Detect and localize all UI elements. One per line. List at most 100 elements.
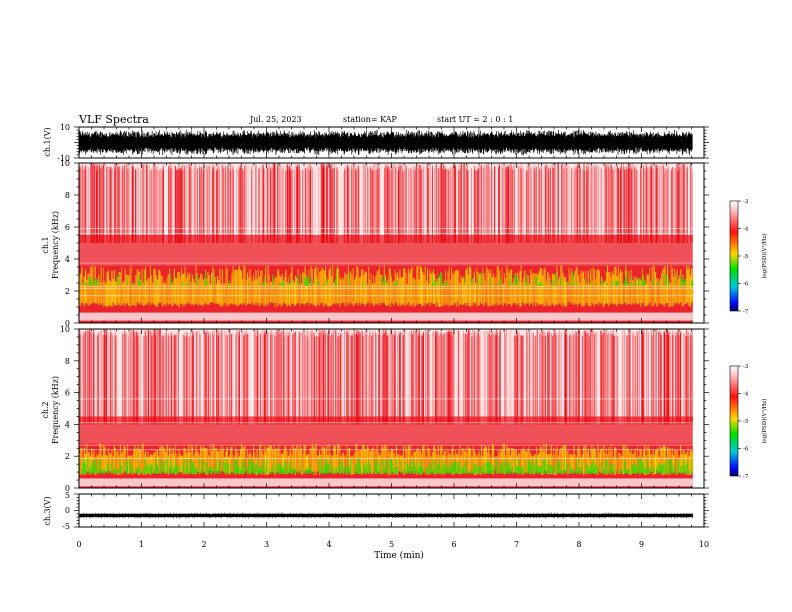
spectrogram-streak <box>408 167 409 243</box>
spectrogram-streak <box>598 165 600 243</box>
spectrogram-streak <box>400 331 401 425</box>
spectrogram-streak <box>413 329 415 425</box>
spectrogram-streak <box>507 167 509 243</box>
spectrogram-band <box>565 276 567 306</box>
spectrogram-streak <box>479 333 481 425</box>
spectrogram-streak <box>490 335 492 425</box>
spectrogram-band <box>383 444 385 471</box>
spectrogram-streak <box>470 332 472 425</box>
spectrogram-streak <box>236 329 238 425</box>
spectrogram-streak <box>566 336 568 425</box>
spectrogram-streak <box>384 332 386 425</box>
spectrogram-green <box>172 469 174 474</box>
spectrogram-streak <box>289 167 290 243</box>
spectrogram-green <box>440 466 442 474</box>
spectrogram-streak <box>197 331 198 425</box>
spectrogram-streak <box>478 329 480 425</box>
spectrogram-band <box>491 277 493 306</box>
spectrogram-band <box>109 280 111 305</box>
spectrogram-streak <box>420 167 422 243</box>
spectrogram-green <box>249 458 251 474</box>
spectrogram-green <box>115 462 117 474</box>
spectrogram-streak <box>309 163 311 243</box>
spectrogram-green <box>668 459 670 474</box>
spectrogram-streak <box>114 336 116 425</box>
spectrogram-streak <box>588 165 590 243</box>
spectrogram-band <box>503 273 505 304</box>
spectrogram-streak <box>310 169 312 243</box>
spectrogram-streak <box>633 167 635 243</box>
spectrogram-band <box>525 283 527 304</box>
spectrogram-low-gap <box>79 312 693 321</box>
spectrogram-streak <box>269 163 271 243</box>
spectrogram-streak <box>411 168 413 243</box>
spectrogram-streak <box>289 169 290 243</box>
spectrogram-streak <box>369 331 371 425</box>
spectrogram-streak <box>511 166 513 243</box>
spectrogram-streak <box>232 167 233 243</box>
spectrogram-streak <box>204 334 206 425</box>
spectrogram-green <box>339 459 341 474</box>
spectrogram-streak <box>404 168 406 243</box>
spectrogram-streak <box>534 335 536 425</box>
spectrogram-band <box>526 451 528 474</box>
spectrogram-streak <box>170 336 172 425</box>
spectrogram-streak <box>205 332 207 425</box>
spectrogram-green <box>661 465 663 474</box>
spectrogram-green <box>464 277 466 287</box>
spectrogram-band <box>416 266 418 305</box>
spectrogram-streak <box>264 164 266 243</box>
spectrogram-streak <box>594 333 596 425</box>
spectrogram-green <box>196 274 198 287</box>
spectrogram-band <box>141 445 143 474</box>
spectrogram-green <box>268 468 270 474</box>
spectrogram-green <box>357 458 359 474</box>
spectrogram-streak <box>549 168 551 243</box>
spectrogram-green <box>201 462 203 474</box>
spectrogram-streak <box>528 331 530 425</box>
spectrogram-band <box>692 272 694 303</box>
spectrogram-streak <box>227 166 229 243</box>
spectrogram-band <box>443 451 445 474</box>
spectrogram-green <box>151 464 153 474</box>
spectrogram-green <box>391 458 393 474</box>
spectrogram-streak <box>229 169 230 243</box>
spectrogram-streak <box>417 335 419 425</box>
spectrogram-band <box>447 449 449 471</box>
spectrogram-streak <box>370 166 372 243</box>
spectrogram-streak <box>671 169 673 243</box>
spectrogram-band <box>421 267 423 307</box>
spectrogram-green <box>643 275 645 287</box>
spectrogram-streak <box>168 336 169 425</box>
spectrogram-green <box>477 274 479 287</box>
spectrogram-streak <box>336 336 338 425</box>
spectrogram-band <box>284 445 286 475</box>
spectrogram-band <box>689 449 691 475</box>
spectrogram-streak <box>489 334 491 425</box>
spectrogram-green <box>628 469 630 474</box>
spectrogram-band <box>260 270 262 305</box>
spectrogram-band <box>538 271 540 304</box>
spectrogram-streak <box>101 167 103 243</box>
x-tick-label: 9 <box>639 540 644 549</box>
spectrogram-streak <box>100 167 102 243</box>
spectrogram-band <box>505 454 507 474</box>
spectrogram-band <box>208 455 210 471</box>
spectrogram-band <box>614 266 616 304</box>
spectrogram-band <box>395 273 397 303</box>
spectrogram-band <box>170 282 172 304</box>
spectrogram-streak <box>347 168 348 243</box>
spectrogram-streak <box>372 170 374 243</box>
spectrogram-band <box>343 452 345 475</box>
spectrogram-green <box>631 277 633 287</box>
spectrogram-green <box>309 463 311 474</box>
spectrogram-streak <box>105 335 107 425</box>
spectrogram-green <box>535 465 537 474</box>
spectrogram-streak <box>584 330 586 425</box>
spectrogram-band <box>302 271 304 304</box>
spectrogram-green <box>430 463 432 474</box>
spectrogram-streak <box>96 170 97 243</box>
spectrogram-band <box>88 451 90 472</box>
spectrogram-band <box>485 266 487 303</box>
spectrogram-band <box>239 449 241 474</box>
